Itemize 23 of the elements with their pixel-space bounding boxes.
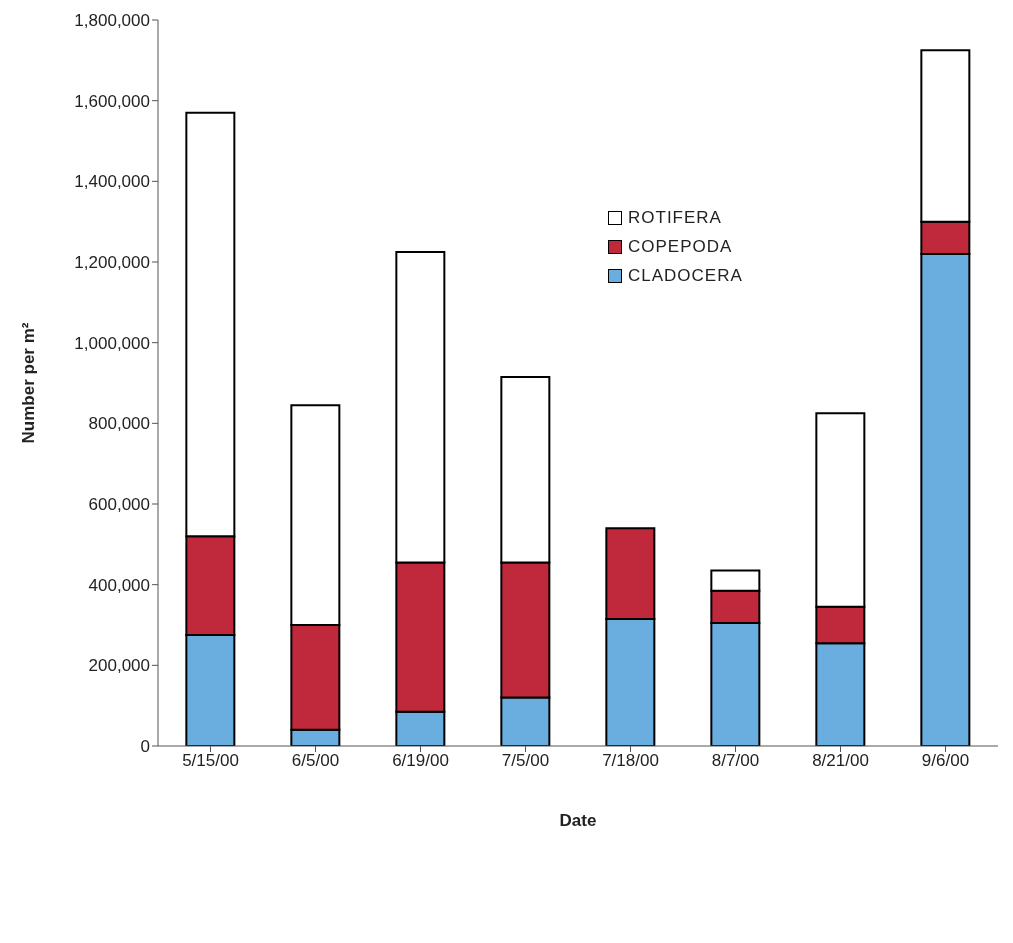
x-tick-label: 9/6/00 — [921, 751, 970, 771]
legend-label: ROTIFERA — [628, 208, 722, 228]
y-tick-label: 400,000 — [88, 575, 150, 595]
y-tick-label: 1,200,000 — [74, 253, 150, 273]
y-tick-label: 1,000,000 — [74, 333, 150, 353]
legend-label: COPEPODA — [628, 237, 733, 257]
y-tick-label: 1,400,000 — [74, 172, 150, 192]
y-tick-label: 1,600,000 — [74, 91, 150, 111]
x-tick-label: 8/21/00 — [812, 751, 869, 771]
x-tick-label: 6/19/00 — [392, 751, 449, 771]
y-tick-label: 0 — [140, 737, 150, 757]
x-tick-label: 8/7/00 — [711, 751, 760, 771]
y-axis-title: Number per m² — [19, 322, 39, 444]
x-tick-label: 5/15/00 — [182, 751, 239, 771]
legend-label: CLADOCERA — [628, 266, 743, 286]
x-tick-label: 6/5/00 — [291, 751, 340, 771]
x-axis-title: Date — [559, 811, 597, 830]
y-tick-label: 200,000 — [88, 656, 150, 676]
y-tick-label: 1,800,000 — [74, 11, 150, 31]
x-tick-label: 7/5/00 — [501, 751, 550, 771]
y-tick-label: 800,000 — [88, 414, 150, 434]
y-tick-label: 600,000 — [88, 495, 150, 515]
x-tick-label: 7/18/00 — [602, 751, 659, 771]
